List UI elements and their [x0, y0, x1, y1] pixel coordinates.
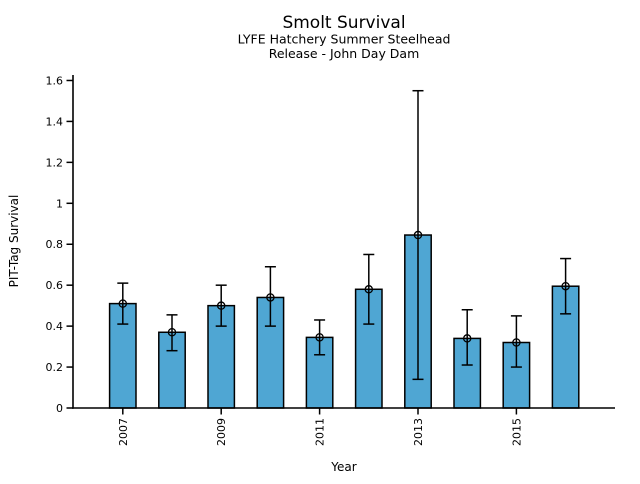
y-tick-label: 1 [56, 197, 63, 210]
chart-subtitle-line1: LYFE Hatchery Summer Steelhead [238, 32, 451, 47]
bar-2008 [158, 331, 186, 409]
point-marker-2014 [462, 334, 472, 343]
point-marker-2013 [413, 230, 423, 240]
y-tick-label: 1.2 [46, 156, 64, 169]
y-tick-label: 1.4 [46, 115, 64, 128]
bar-2014 [453, 337, 482, 409]
chart-subtitle-line2: Release - John Day Dam [269, 46, 420, 61]
y-tick-label: 0.6 [46, 279, 64, 292]
y-tick-label: 0.8 [46, 238, 64, 251]
y-tick-label: 0 [56, 402, 63, 415]
point-marker-2007 [118, 299, 128, 308]
x-tick-label: 2015 [510, 418, 523, 446]
point-marker-2010 [266, 293, 275, 302]
point-marker-2011 [315, 333, 324, 342]
point-marker-2015 [512, 338, 521, 347]
x-tick-label: 2009 [215, 418, 228, 446]
y-tick-label: 0.2 [46, 361, 64, 374]
x-axis-label: Year [330, 460, 356, 474]
point-marker-2008 [167, 328, 177, 337]
x-tick-label: 2013 [412, 418, 425, 446]
x-tick-label: 2011 [314, 418, 327, 446]
y-axis-label: PIT-Tag Survival [7, 195, 21, 288]
chart-title: Smolt Survival [282, 13, 405, 33]
y-tick-label: 1.6 [46, 74, 64, 87]
point-marker-2016 [561, 281, 570, 291]
point-marker-2012 [364, 285, 374, 294]
y-tick-label: 0.4 [46, 320, 64, 333]
point-marker-2009 [216, 301, 226, 310]
plot-area: 0 0.2 0.4 0.6 0.8 1 1.2 1.4 1.6 2007 2009 2011 2013 2… [46, 74, 580, 446]
x-tick-label: 2007 [117, 418, 130, 446]
